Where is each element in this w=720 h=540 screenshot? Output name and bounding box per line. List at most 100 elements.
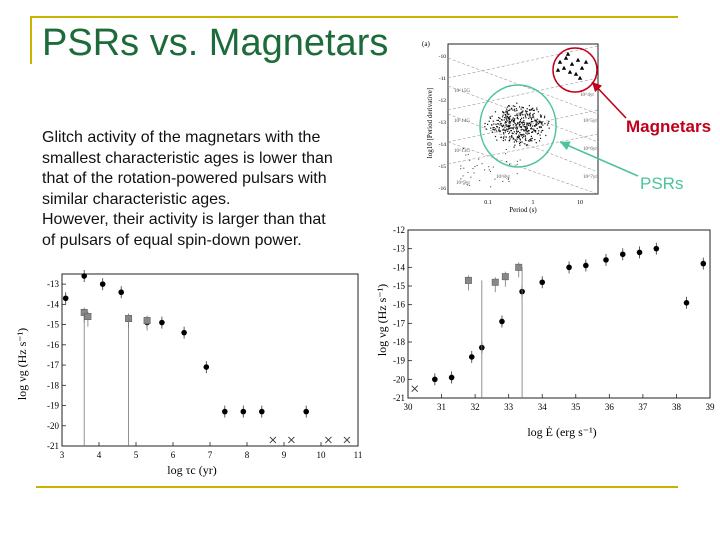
ppdot-pulsar-point <box>520 126 522 128</box>
edot-chart-x-tick-label: 33 <box>504 402 514 412</box>
ppdot-pulsar-point <box>507 117 509 119</box>
ppdot-pulsar-point <box>535 124 537 126</box>
ppdot-pulsar-point <box>508 118 510 120</box>
ppdot-pulsar-point <box>526 130 528 132</box>
ppdot-pulsar-point <box>530 138 532 140</box>
ppdot-pulsar-point <box>534 125 536 127</box>
ppdot-pulsar-point <box>534 130 536 132</box>
ppdot-figure: (a) log10 [Period derivative] Period (s)… <box>422 40 599 214</box>
ppdot-pulsar-point <box>538 120 540 122</box>
ppdot-pulsar-point <box>496 139 498 141</box>
ppdot-guide-line <box>447 85 599 143</box>
ppdot-pulsar-point <box>495 130 497 132</box>
age-chart-x-tick-label: 11 <box>354 450 363 460</box>
edot-chart-y-tick-label: -12 <box>393 225 405 235</box>
edot-chart-y-tick-label: -14 <box>393 262 405 272</box>
ppdot-pulsar-point <box>511 127 513 129</box>
ppdot-pulsar-point <box>524 139 526 141</box>
ppdot-pulsar-point <box>516 138 518 140</box>
ppdot-pulsar-point <box>499 117 501 119</box>
ppdot-pulsar-point <box>537 132 539 134</box>
ppdot-pulsar-point <box>530 139 532 141</box>
ppdot-line-label: 10^8yr <box>496 175 510 180</box>
ppdot-pulsar-point <box>533 112 535 115</box>
ppdot-pulsar-point <box>513 121 515 123</box>
ppdot-pulsar-point <box>494 111 497 113</box>
ppdot-pulsar-point <box>488 120 490 122</box>
ppdot-pulsar-point <box>460 165 462 167</box>
ppdot-pulsar-point <box>495 123 497 125</box>
ppdot-pulsar-point <box>514 139 516 141</box>
ppdot-pulsar-point <box>527 114 529 116</box>
ppdot-pulsar-point <box>525 110 527 112</box>
ppdot-pulsar-point <box>506 119 508 121</box>
ppdot-line-label: 10^4yr <box>580 93 594 98</box>
ppdot-y-tick-label: -16 <box>439 186 447 192</box>
ppdot-pulsar-point <box>512 105 514 107</box>
ppdot-pulsar-point <box>492 126 494 129</box>
edot-chart-x-tick-label: 32 <box>471 402 480 412</box>
ppdot-pulsar-point <box>492 166 494 168</box>
ppdot-y-tick-label: -10 <box>439 54 447 60</box>
ppdot-pulsar-point <box>539 134 541 136</box>
ppdot-pulsar-point <box>500 119 503 121</box>
ppdot-pulsar-point <box>491 115 493 117</box>
ppdot-pulsar-point <box>548 120 550 123</box>
ppdot-pulsar-point <box>513 120 515 122</box>
ppdot-pulsar-point <box>494 178 496 180</box>
ppdot-guide-line <box>447 133 599 165</box>
ppdot-pulsar-point <box>497 123 499 125</box>
body-line: However, their activity is larger than t… <box>42 211 326 228</box>
age-chart-x-tick-label: 3 <box>60 450 65 460</box>
ppdot-pulsar-point <box>499 121 501 123</box>
ppdot-pulsar-point <box>526 108 528 110</box>
ppdot-pulsar-point <box>508 181 510 182</box>
ppdot-pulsar-point <box>512 124 514 126</box>
ppdot-pulsar-point <box>506 112 508 114</box>
ppdot-pulsar-point <box>503 129 505 131</box>
ppdot-pulsar-point <box>505 122 507 124</box>
age-chart-circle-point <box>81 273 87 279</box>
ppdot-pulsar-point <box>521 128 523 130</box>
ppdot-pulsar-point <box>503 112 505 114</box>
ppdot-pulsar-point <box>468 184 470 186</box>
magnetar-point <box>573 71 579 76</box>
edot-chart-y-tick-label: -17 <box>393 318 405 328</box>
ppdot-pulsar-point <box>526 133 528 135</box>
ppdot-pulsar-point <box>508 105 511 107</box>
ppdot-pulsar-point <box>529 123 532 126</box>
age-chart-y-tick-label: -18 <box>47 380 59 390</box>
ppdot-pulsar-point <box>523 122 526 124</box>
ppdot-pulsar-point <box>460 168 462 170</box>
ppdot-pulsar-point <box>500 123 502 125</box>
edot-chart-marks <box>411 242 707 398</box>
ppdot-pulsar-point <box>521 117 523 119</box>
age-chart-y-tick-label: -21 <box>47 441 59 451</box>
age-chart-square-point <box>143 317 151 324</box>
ppdot-pulsar-point <box>502 116 504 118</box>
ppdot-pulsar-point <box>534 139 536 141</box>
ppdot-pulsar-point <box>491 131 493 133</box>
age-chart-y-tick-label: -15 <box>47 320 59 330</box>
frame-top-line <box>30 16 678 18</box>
ppdot-pulsar-point <box>540 126 542 129</box>
ppdot-pulsar-point <box>526 113 528 115</box>
ppdot-pulsar-point <box>516 113 518 115</box>
ppdot-pulsar-point <box>535 131 537 133</box>
ppdot-pulsar-point <box>517 118 519 120</box>
ppdot-pulsar-point <box>509 118 511 120</box>
ppdot-pulsar-point <box>538 130 540 132</box>
ppdot-pulsar-point <box>518 137 520 139</box>
ppdot-pulsar-point <box>531 131 533 133</box>
age-chart-x-tick-label: 8 <box>245 450 250 460</box>
ppdot-pulsar-point <box>525 129 527 131</box>
ppdot-y-tick-label: -11 <box>439 76 446 82</box>
glitch-vs-edot-chart: 30 31 32 33 34 35 36 37 38 39 -12 -13 -14 -15 -16 -17 -1… <box>375 225 715 439</box>
ppdot-pulsar-point <box>507 126 509 128</box>
magnetars-label: Magnetars <box>626 117 712 136</box>
age-chart-y-label: log νg (Hz s⁻¹) <box>15 328 29 400</box>
ppdot-pulsar-point <box>516 160 518 162</box>
ppdot-pulsar-point <box>528 130 530 132</box>
ppdot-pulsar-point <box>529 115 531 117</box>
ppdot-pulsar-point <box>526 126 528 128</box>
